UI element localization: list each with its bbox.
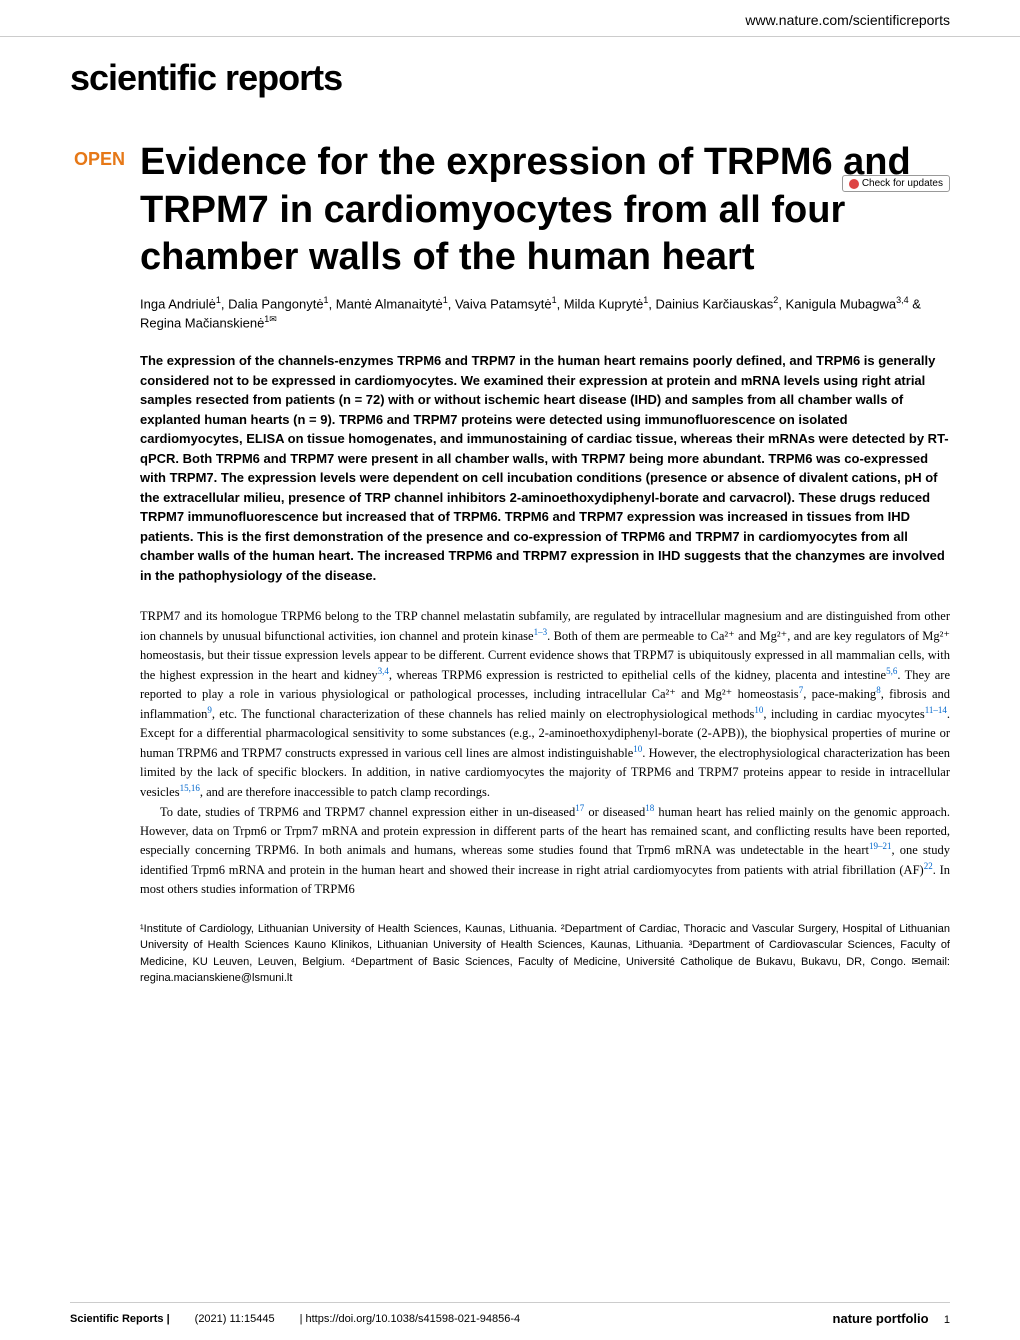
article-title: Evidence for the expression of TRPM6 and…	[140, 139, 950, 282]
text-fragment: , etc. The functional characterization o…	[212, 708, 755, 722]
ref-link[interactable]: 17	[575, 803, 584, 813]
ref-link[interactable]: 10	[633, 744, 642, 754]
text-fragment: or diseased	[584, 805, 645, 819]
journal-logo: scientific reports	[0, 37, 1020, 109]
text-fragment: , pace-making	[803, 688, 876, 702]
content-area: OPEN Evidence for the expression of TRPM…	[0, 109, 1020, 987]
header-url: www.nature.com/scientificreports	[0, 0, 1020, 37]
ref-link[interactable]: 19–21	[869, 841, 892, 851]
affiliations: ¹Institute of Cardiology, Lithuanian Uni…	[140, 921, 950, 987]
footer-right: nature portfolio 1	[833, 1311, 950, 1326]
paragraph-1: TRPM7 and its homologue TRPM6 belong to …	[140, 607, 950, 801]
open-access-badge: OPEN	[70, 139, 125, 987]
footer: Scientific Reports | (2021) 11:15445 | h…	[70, 1302, 950, 1326]
text-fragment: , whereas TRPM6 expression is restricted…	[389, 668, 886, 682]
ref-link[interactable]: 3,4	[378, 666, 389, 676]
updates-icon	[849, 179, 859, 189]
authors-list: Inga Andriulė1, Dalia Pangonytė1, Mantė …	[140, 294, 950, 334]
text-fragment: To date, studies of TRPM6 and TRPM7 chan…	[160, 805, 575, 819]
check-updates-badge[interactable]: Check for updates	[842, 175, 950, 192]
abstract: The expression of the channels-enzymes T…	[140, 351, 950, 585]
text-fragment: , and are therefore inaccessible to patc…	[200, 785, 490, 799]
footer-citation: (2021) 11:15445	[195, 1313, 275, 1325]
ref-link[interactable]: 15,16	[180, 783, 200, 793]
paragraph-2: To date, studies of TRPM6 and TRPM7 chan…	[140, 802, 950, 899]
ref-link[interactable]: 11–14	[925, 705, 947, 715]
footer-left: Scientific Reports | (2021) 11:15445 | h…	[70, 1313, 520, 1325]
body-text: TRPM7 and its homologue TRPM6 belong to …	[140, 607, 950, 899]
footer-journal: Scientific Reports |	[70, 1313, 170, 1325]
main-column: Evidence for the expression of TRPM6 and…	[140, 139, 950, 987]
publisher-logo: nature portfolio	[833, 1311, 929, 1326]
page-number: 1	[944, 1314, 950, 1326]
text-fragment: , including in cardiac myocytes	[763, 708, 924, 722]
ref-link[interactable]: 1–3	[534, 627, 548, 637]
updates-badge-text: Check for updates	[862, 178, 943, 189]
footer-doi: | https://doi.org/10.1038/s41598-021-948…	[300, 1313, 521, 1325]
ref-link[interactable]: 22	[924, 861, 933, 871]
ref-link[interactable]: 5,6	[886, 666, 897, 676]
ref-link[interactable]: 18	[645, 803, 654, 813]
